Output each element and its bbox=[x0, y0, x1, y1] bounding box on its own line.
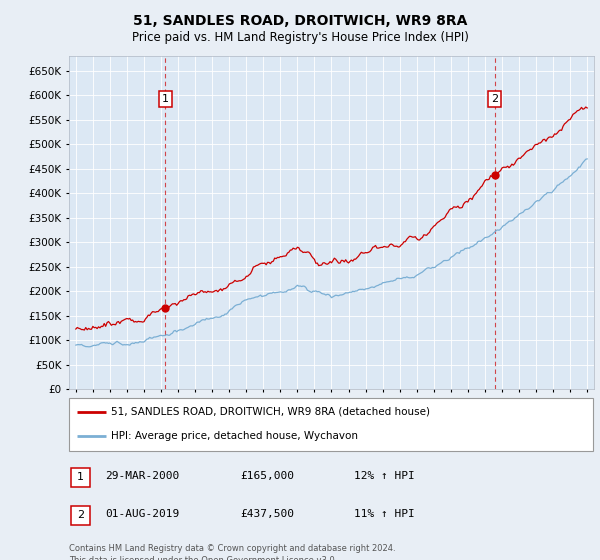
Text: 11% ↑ HPI: 11% ↑ HPI bbox=[354, 509, 415, 519]
Text: 01-AUG-2019: 01-AUG-2019 bbox=[105, 509, 179, 519]
Text: 51, SANDLES ROAD, DROITWICH, WR9 8RA (detached house): 51, SANDLES ROAD, DROITWICH, WR9 8RA (de… bbox=[111, 407, 430, 417]
Text: 1: 1 bbox=[162, 94, 169, 104]
Text: 12% ↑ HPI: 12% ↑ HPI bbox=[354, 471, 415, 481]
Text: 29-MAR-2000: 29-MAR-2000 bbox=[105, 471, 179, 481]
Text: Price paid vs. HM Land Registry's House Price Index (HPI): Price paid vs. HM Land Registry's House … bbox=[131, 31, 469, 44]
Text: 2: 2 bbox=[77, 510, 84, 520]
Text: 51, SANDLES ROAD, DROITWICH, WR9 8RA: 51, SANDLES ROAD, DROITWICH, WR9 8RA bbox=[133, 14, 467, 28]
FancyBboxPatch shape bbox=[71, 506, 90, 525]
Text: 2: 2 bbox=[491, 94, 499, 104]
Text: £165,000: £165,000 bbox=[240, 471, 294, 481]
Text: 1: 1 bbox=[77, 472, 84, 482]
Text: HPI: Average price, detached house, Wychavon: HPI: Average price, detached house, Wych… bbox=[111, 431, 358, 441]
FancyBboxPatch shape bbox=[71, 468, 90, 487]
Text: Contains HM Land Registry data © Crown copyright and database right 2024.
This d: Contains HM Land Registry data © Crown c… bbox=[69, 544, 395, 560]
Text: £437,500: £437,500 bbox=[240, 509, 294, 519]
FancyBboxPatch shape bbox=[69, 398, 593, 451]
